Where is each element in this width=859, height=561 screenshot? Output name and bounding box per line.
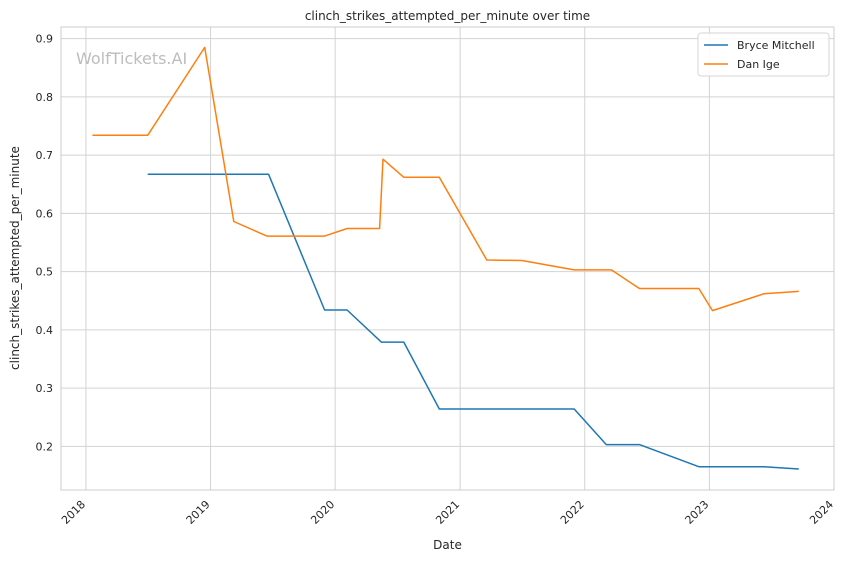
y-axis-label: clinch_strikes_attempted_per_minute xyxy=(8,146,22,370)
x-axis-label: Date xyxy=(433,538,462,552)
watermark: WolfTickets.AI xyxy=(76,49,187,68)
y-tick-label: 0.7 xyxy=(36,149,54,162)
y-tick-label: 0.3 xyxy=(36,382,54,395)
series-layer xyxy=(92,46,799,470)
y-tick-label: 0.6 xyxy=(36,207,54,220)
legend-label: Dan Ige xyxy=(737,58,780,71)
legend-label: Bryce Mitchell xyxy=(737,39,815,52)
y-tick-label: 0.8 xyxy=(36,91,54,104)
y-tick-label: 0.5 xyxy=(36,266,54,279)
y-axis-ticks: 0.2 0.3 0.4 0.5 0.6 0.7 0.8 0.9 xyxy=(36,33,54,454)
series-line-bryce-mitchell xyxy=(147,173,799,470)
y-tick-label: 0.2 xyxy=(36,440,54,453)
y-tick-label: 0.9 xyxy=(36,33,54,46)
chart-title: clinch_strikes_attempted_per_minute over… xyxy=(305,9,590,23)
grid-lines xyxy=(61,27,835,490)
y-tick-label: 0.4 xyxy=(36,324,54,337)
legend: Bryce Mitchell Dan Ige xyxy=(697,32,830,77)
series-line-dan-ige xyxy=(92,46,799,312)
plot-frame xyxy=(60,26,835,491)
legend-box xyxy=(697,32,830,77)
